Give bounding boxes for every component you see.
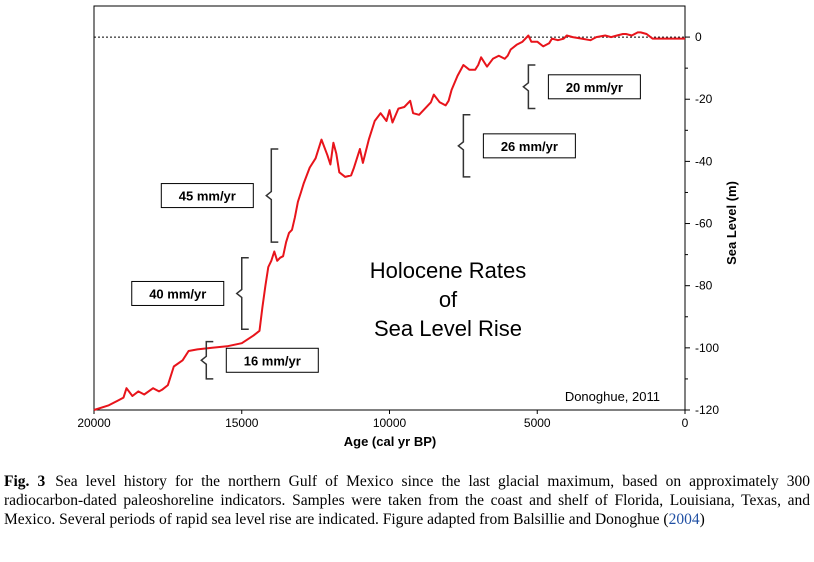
rate-annotations: 16 mm/yr 40 mm/yr 45 mm/yr 26 mm/yr 20 mm/yr: [131, 64, 641, 380]
x-tick-label: 5000: [524, 416, 551, 430]
rate-bracket: [235, 256, 249, 330]
y-tick-label: -40: [695, 154, 713, 168]
y-tick-label: -100: [695, 341, 719, 355]
chart-title-line: Sea Level Rise: [374, 316, 522, 341]
rate-box: [160, 183, 254, 209]
y-tick-label: -120: [695, 403, 719, 417]
rate-annotation: 26 mm/yr: [457, 114, 576, 178]
rate-label: 20 mm/yr: [566, 80, 623, 95]
rate-box: [482, 133, 576, 159]
citation-link[interactable]: 2004: [668, 511, 700, 528]
y-tick-label: -20: [695, 92, 713, 106]
y-axis-ticks: 0 -20 -40 -60 -80 -100 -120: [685, 30, 719, 417]
x-tick-label: 15000: [225, 416, 259, 430]
caption-text-end: ): [699, 511, 705, 528]
x-tick-label: 10000: [373, 416, 407, 430]
y-tick-label: -60: [695, 217, 713, 231]
rate-label: 40 mm/yr: [149, 286, 206, 301]
rate-annotation: 40 mm/yr: [131, 256, 249, 330]
rate-label: 16 mm/yr: [244, 353, 301, 368]
rate-box: [225, 347, 319, 373]
rate-label: 45 mm/yr: [179, 189, 236, 204]
rate-annotation: 45 mm/yr: [160, 148, 279, 243]
rate-annotation: 20 mm/yr: [522, 64, 641, 110]
rate-box: [547, 74, 641, 100]
rate-bracket: [457, 114, 471, 178]
x-axis-title: Age (cal yr BP): [344, 434, 436, 449]
figure-caption: Fig. 3 Sea level history for the northern…: [4, 472, 810, 529]
rate-box: [131, 280, 225, 306]
x-tick-label: 0: [682, 416, 689, 430]
rate-bracket: [522, 64, 536, 110]
y-axis-title: Sea Level (m): [724, 181, 739, 265]
rate-bracket: [200, 340, 214, 380]
rate-bracket: [265, 148, 279, 243]
chart-title: Holocene Rates of Sea Level Rise: [370, 258, 527, 341]
y-tick-label: -80: [695, 279, 713, 293]
y-tick-label: 0: [695, 30, 702, 44]
caption-text: Sea level history for the northern Gulf …: [4, 473, 810, 528]
rate-label: 26 mm/yr: [501, 139, 558, 154]
chart-title-line: of: [439, 287, 458, 312]
credit-label: Donoghue, 2011: [565, 389, 660, 404]
x-axis-ticks: 20000 15000 10000 5000 0: [77, 410, 689, 430]
figure-label: Fig. 3: [4, 473, 46, 490]
rate-annotation: 16 mm/yr: [200, 340, 319, 380]
chart: 20000 15000 10000 5000 0 0 -20 -40 -60 -80 -100 -1…: [77, 5, 739, 449]
chart-title-line: Holocene Rates: [370, 258, 527, 283]
x-tick-label: 20000: [77, 416, 111, 430]
sea-level-series-line: [93, 31, 685, 411]
